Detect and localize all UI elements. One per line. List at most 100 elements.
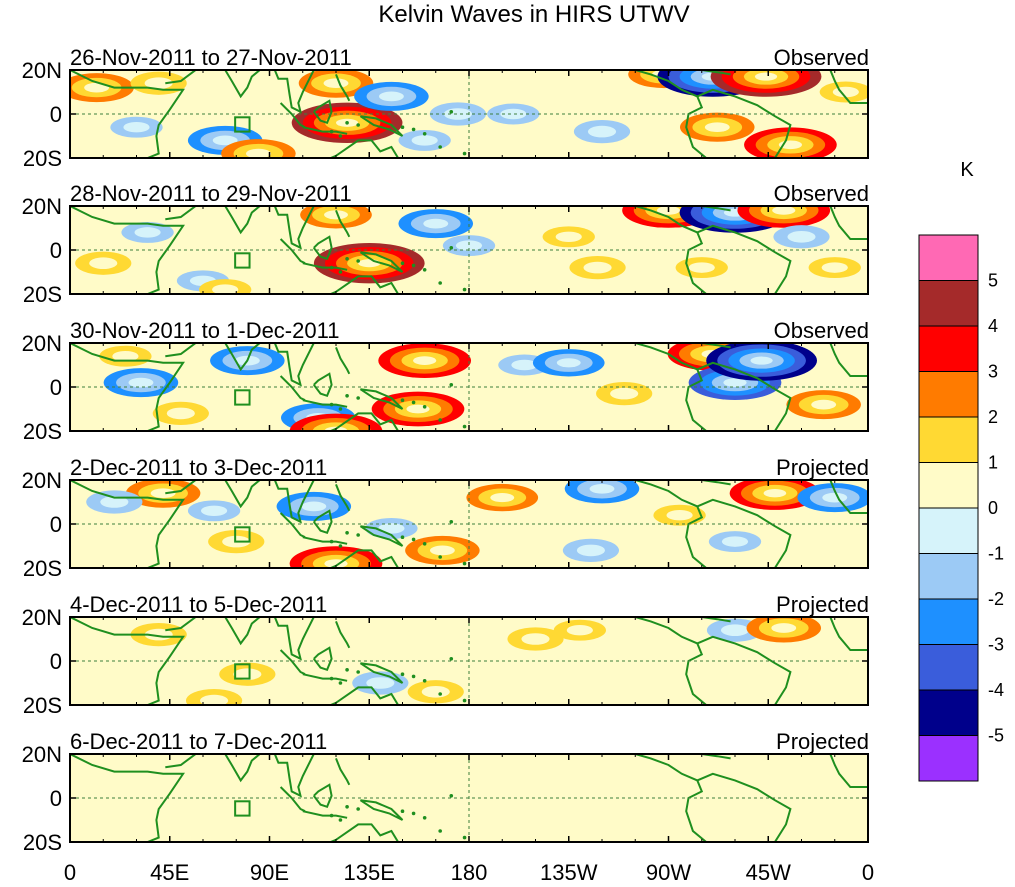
coastline <box>302 262 348 271</box>
anomaly-contour <box>750 356 773 365</box>
island <box>462 151 467 156</box>
coastline <box>165 206 198 221</box>
y-tick-label: 0 <box>50 649 62 674</box>
coastline <box>829 343 868 377</box>
anomaly-contour <box>212 284 239 294</box>
anomaly-contour <box>358 259 381 268</box>
colorbar-label: 0 <box>988 498 998 518</box>
colorbar-swatch <box>918 598 979 645</box>
island <box>462 424 467 429</box>
island <box>462 698 467 703</box>
colorbar-swatch <box>918 689 979 736</box>
anomaly-contour <box>301 501 327 512</box>
island <box>345 668 349 672</box>
y-tick-label: 20S <box>23 146 62 171</box>
island <box>356 396 360 400</box>
anomaly-contour <box>666 509 693 521</box>
anomaly-contour <box>413 356 437 365</box>
panel-status: Observed <box>774 45 869 70</box>
anomaly-field <box>70 480 868 568</box>
anomaly-contour <box>200 694 229 705</box>
island <box>329 129 334 134</box>
island <box>411 400 416 405</box>
x-tick-label: 0 <box>862 860 874 885</box>
coastline <box>279 512 306 539</box>
anomaly-field <box>70 70 868 158</box>
coastline <box>698 480 731 486</box>
coastline <box>302 399 348 408</box>
island <box>345 257 349 261</box>
anomaly-contour <box>429 545 455 556</box>
anomaly-contour <box>576 544 605 557</box>
anomaly-contour <box>421 685 450 698</box>
anomaly-contour <box>144 77 173 90</box>
anomaly-contour <box>511 359 538 371</box>
island <box>462 287 467 292</box>
reference-box <box>234 389 251 406</box>
coastline <box>359 388 404 410</box>
coastline <box>635 480 707 568</box>
panel-status: Observed <box>774 318 869 343</box>
colorbar-swatch <box>918 644 979 691</box>
island <box>449 657 454 661</box>
coastline <box>335 74 351 102</box>
coastline <box>279 375 306 402</box>
coastline <box>359 662 404 684</box>
coastline <box>279 786 306 813</box>
coastline <box>335 484 351 512</box>
anomaly-contour <box>166 407 195 420</box>
colorbar-label: 1 <box>988 453 998 473</box>
anomaly-contour <box>323 78 349 89</box>
island <box>329 402 334 407</box>
anomaly-contour <box>89 257 118 270</box>
coastline <box>359 525 404 547</box>
island <box>329 676 334 681</box>
coastline <box>335 347 351 375</box>
island <box>338 134 343 138</box>
coastline <box>696 88 792 158</box>
y-tick-label: 20N <box>22 468 62 493</box>
coastline <box>359 251 404 273</box>
anomaly-contour <box>556 358 581 368</box>
coastline <box>698 206 731 212</box>
coastline <box>829 754 868 788</box>
anomaly-contour <box>754 72 778 81</box>
y-tick-label: 20S <box>23 282 62 307</box>
anomaly-contour <box>100 496 129 508</box>
island <box>422 132 427 136</box>
coastline <box>698 70 731 76</box>
anomaly-contour <box>772 206 796 215</box>
coastline <box>313 235 333 261</box>
anomaly-contour <box>134 227 161 238</box>
anomaly-contour <box>500 108 527 120</box>
colorbar-label: 3 <box>988 362 998 382</box>
island <box>400 125 405 129</box>
island <box>338 681 343 685</box>
island <box>345 805 349 809</box>
anomaly-contour <box>160 817 193 832</box>
y-tick-label: 20N <box>22 58 62 83</box>
colorbar-label: -2 <box>988 589 1004 609</box>
island <box>411 811 416 816</box>
island <box>422 405 427 409</box>
island <box>438 145 442 149</box>
panel-status: Projected <box>776 592 869 617</box>
x-tick-label: 135E <box>344 860 395 885</box>
coastline <box>223 480 315 524</box>
island <box>329 813 334 818</box>
coastline <box>302 673 348 682</box>
y-tick-label: 20S <box>23 830 62 855</box>
coastline <box>223 343 315 387</box>
x-tick-label: 90E <box>250 860 289 885</box>
y-tick-label: 0 <box>50 375 62 400</box>
island <box>438 829 442 833</box>
coastline <box>698 343 731 349</box>
island <box>411 263 416 268</box>
x-tick-label: 45E <box>150 860 189 885</box>
coastline <box>335 210 351 238</box>
coastline <box>635 206 707 294</box>
anomaly-contour <box>112 350 139 362</box>
island <box>449 110 454 114</box>
island <box>411 127 416 132</box>
x-tick-label: 45W <box>746 860 791 885</box>
